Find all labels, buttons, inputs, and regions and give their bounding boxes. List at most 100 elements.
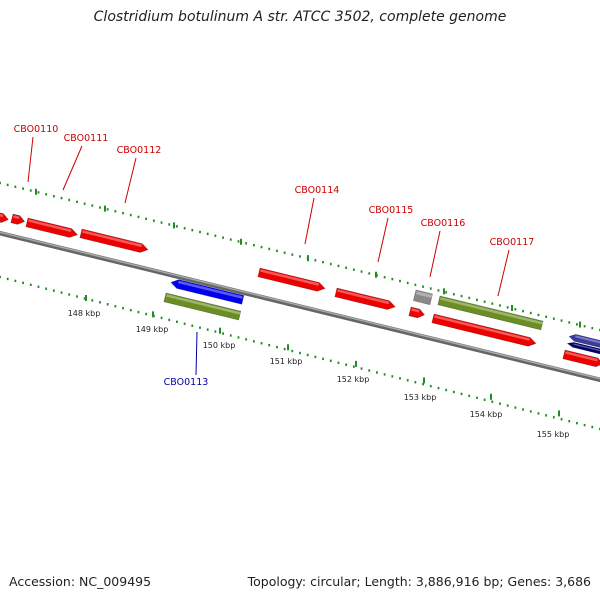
inner-minor-tick: [83, 297, 86, 300]
outer-minor-tick: [183, 227, 186, 230]
inner-minor-tick: [68, 293, 71, 296]
outer-minor-tick: [199, 230, 201, 234]
outer-minor-tick: [176, 225, 178, 228]
misc-feature-shine: [166, 294, 241, 315]
outer-minor-tick: [60, 196, 63, 200]
feature-track: [0, 209, 600, 368]
outer-minor-tick: [568, 321, 571, 324]
inner-minor-tick: [276, 345, 278, 349]
scale-label: 148 kbp: [68, 309, 101, 318]
inner-minor-tick: [252, 340, 255, 343]
outer-minor-tick: [260, 245, 263, 249]
outer-minor-tick: [68, 198, 71, 202]
inner-minor-tick: [76, 295, 78, 298]
inner-minor-tick: [368, 369, 371, 372]
inner-minor-tick: [91, 299, 94, 302]
misc-feature-body: [163, 292, 242, 321]
outer-major-tick: [35, 188, 37, 195]
outer-minor-tick: [252, 243, 255, 247]
cds-forward-feature-body: [562, 349, 600, 368]
cds-reverse-feature-shine: [177, 280, 243, 299]
outer-minor-tick: [76, 200, 78, 204]
outer-minor-tick: [314, 259, 317, 262]
gene-label: CBO0115: [369, 205, 414, 216]
gene-label: CBO0113: [164, 377, 209, 388]
cds-reverse-feature-shine: [573, 343, 600, 353]
inner-minor-tick: [414, 381, 417, 384]
outer-minor-tick: [452, 292, 455, 296]
outer-minor-tick: [360, 270, 363, 273]
scale-label: 152 kbp: [337, 375, 370, 384]
cds-forward-feature-body: [334, 287, 396, 310]
gene-label: CBO0116: [421, 218, 466, 229]
inner-minor-tick: [229, 334, 232, 337]
outer-minor-tick: [345, 266, 348, 270]
outer-minor-tick: [283, 251, 286, 254]
cds-forward-feature-body: [10, 213, 26, 225]
inner-minor-tick: [568, 420, 571, 423]
outer-minor-tick: [522, 309, 524, 313]
scale-label: 151 kbp: [270, 357, 303, 366]
outer-minor-tick: [552, 317, 555, 320]
outer-minor-tick: [191, 228, 194, 232]
outer-minor-tick: [499, 304, 501, 307]
outer-major-tick: [375, 271, 377, 278]
inner-minor-tick: [222, 332, 224, 335]
outer-minor-tick: [145, 217, 148, 221]
outer-minor-tick: [414, 283, 417, 286]
inner-minor-tick: [168, 318, 171, 322]
tick-marks: [0, 181, 600, 431]
outer-minor-tick: [229, 238, 232, 241]
outer-minor-tick: [129, 213, 132, 217]
inner-minor-tick: [160, 316, 163, 320]
inner-minor-tick: [337, 361, 340, 364]
inner-minor-tick: [6, 277, 9, 281]
inner-minor-tick: [445, 388, 448, 392]
rna-feature: [413, 289, 433, 306]
inner-minor-tick: [214, 330, 217, 333]
inner-minor-tick: [422, 382, 424, 386]
misc-feature: [163, 292, 242, 321]
outer-minor-tick: [368, 272, 371, 275]
inner-minor-tick: [245, 338, 248, 341]
outer-minor-tick: [352, 268, 355, 271]
outer-minor-tick: [422, 285, 424, 288]
cds-forward-feature: [408, 306, 425, 319]
inner-minor-tick: [522, 408, 524, 411]
label-leader-line: [27, 136, 34, 183]
cds-reverse-feature: [170, 279, 245, 305]
outer-major-tick: [443, 288, 445, 295]
outer-minor-tick: [399, 279, 401, 283]
inner-minor-tick: [129, 308, 132, 312]
inner-major-tick: [558, 410, 560, 417]
outer-minor-tick: [537, 313, 540, 317]
outer-minor-tick: [545, 315, 548, 319]
label-leader-line: [429, 230, 441, 278]
cds-forward-feature-body: [25, 217, 78, 238]
inner-minor-tick: [591, 425, 594, 429]
outer-minor-tick: [160, 221, 163, 224]
label-leader-line: [377, 217, 389, 263]
inner-major-tick: [152, 311, 154, 318]
outer-minor-tick: [560, 319, 563, 322]
outer-minor-tick: [491, 302, 494, 305]
genome-summary-text: Topology: circular; Length: 3,886,916 bp…: [247, 574, 591, 589]
cds-forward-feature: [257, 267, 326, 292]
inner-minor-tick: [283, 347, 286, 351]
inner-major-tick: [490, 393, 492, 400]
outer-minor-tick: [476, 298, 478, 302]
inner-major-tick: [423, 377, 425, 384]
label-leader-line: [195, 331, 198, 376]
outer-major-tick: [579, 321, 581, 328]
cds-forward-feature: [79, 228, 149, 253]
outer-minor-tick: [337, 264, 340, 268]
inner-minor-tick: [176, 320, 178, 324]
inner-major-tick: [355, 360, 357, 367]
inner-minor-tick: [99, 301, 101, 304]
cds-reverse-feature: [566, 342, 600, 356]
outer-minor-tick: [206, 232, 209, 236]
outer-minor-tick: [268, 247, 271, 251]
scale-label: 155 kbp: [537, 430, 570, 439]
inner-minor-tick: [345, 363, 348, 366]
